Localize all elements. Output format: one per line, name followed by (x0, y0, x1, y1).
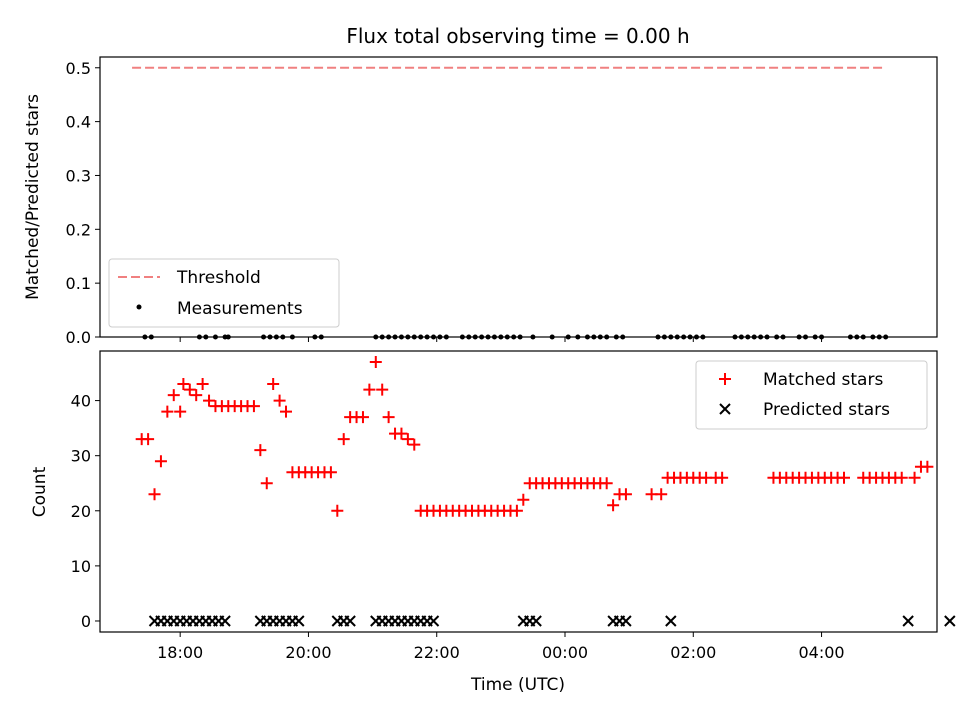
top-y-tick-label: 0.1 (66, 274, 91, 293)
matched-star-point (190, 389, 203, 402)
top-y-tick-label: 0.0 (66, 328, 91, 347)
matched-star-point (517, 493, 530, 506)
predicted-star-point (344, 615, 356, 627)
top-legend: Threshold Measurements (108, 258, 340, 328)
bottom-legend: Matched stars Predicted stars (695, 360, 928, 430)
matched-star-point (161, 405, 174, 418)
bottom-y-axis-label: Count (30, 466, 50, 517)
top-y-tick-label: 0.2 (66, 220, 91, 239)
matched-star-point (280, 405, 292, 418)
matched-star-point (369, 356, 382, 369)
matched-star-point (382, 411, 395, 424)
bottom-y-tick-label: 40 (71, 392, 91, 411)
legend-matched-label: Matched stars (763, 370, 883, 390)
matched-star-point (895, 471, 908, 484)
bottom-x-tick-label: 20:00 (285, 643, 331, 662)
bottom-axes-frame (99, 350, 938, 633)
matched-star-point (600, 477, 613, 490)
legend-predicted-swatch (719, 403, 731, 415)
matched-star-point (363, 383, 376, 396)
matched-star-point (908, 471, 921, 484)
matched-star-point (838, 471, 850, 484)
predicted-star-point (427, 615, 440, 627)
legend-matched-swatch (719, 373, 731, 385)
x-axis-label: Time (UTC) (470, 675, 565, 695)
predicted-star-point (620, 615, 632, 627)
matched-star-point (401, 433, 414, 446)
matched-star-point (177, 378, 190, 391)
bottom-x-tick-label: 00:00 (542, 643, 588, 662)
matched-star-point (254, 444, 267, 457)
matched-star-point (183, 383, 196, 396)
matched-star-point (921, 460, 934, 473)
matched-star-point (376, 383, 389, 396)
bottom-y-ticks: 0 10 20 30 40 (71, 392, 100, 631)
bottom-x-tick-label: 18:00 (157, 643, 203, 662)
matched-star-point (260, 477, 273, 490)
bottom-y-tick-label: 30 (71, 447, 91, 466)
matched-star-point (655, 488, 668, 501)
matched-star-point (716, 471, 729, 484)
matched-star-point (174, 405, 187, 418)
chart-title: Flux total observing time = 0.00 h (346, 24, 689, 48)
top-y-ticks: 0.0 0.1 0.2 0.3 0.4 0.5 (66, 59, 100, 347)
matched-stars-series (135, 356, 934, 517)
matched-star-point (196, 378, 209, 391)
matched-star-point (167, 389, 180, 402)
legend-measurements-label: Measurements (177, 299, 303, 319)
top-y-tick-label: 0.4 (66, 113, 91, 132)
predicted-star-point (530, 615, 542, 627)
matched-star-point (148, 488, 161, 501)
matched-star-point (510, 504, 523, 517)
matched-star-point (607, 499, 620, 512)
matched-star-point (154, 455, 167, 468)
top-y-axis-label: Matched/Predicted stars (23, 94, 43, 300)
matched-star-point (203, 394, 216, 407)
bottom-x-tick-label: 22:00 (414, 643, 460, 662)
top-legend-box (108, 258, 340, 328)
top-axes-frame (99, 56, 938, 338)
bottom-x-ticks: 18:00 20:00 22:00 00:00 02:00 04:00 (157, 632, 845, 662)
predicted-star-point (665, 615, 677, 627)
matched-star-point (273, 394, 286, 407)
predicted-star-point (219, 615, 231, 627)
matched-star-point (247, 400, 260, 413)
top-y-tick-label: 0.3 (66, 166, 91, 185)
bottom-x-tick-label: 02:00 (670, 643, 716, 662)
legend-predicted-label: Predicted stars (763, 400, 890, 420)
matched-star-point (356, 411, 369, 424)
legend-measurement-swatch (136, 304, 142, 310)
bottom-y-tick-label: 10 (71, 557, 91, 576)
bottom-legend-box (695, 360, 928, 430)
bottom-y-tick-label: 0 (81, 612, 91, 631)
matched-star-point (267, 378, 280, 391)
predicted-star-point (902, 615, 914, 627)
matched-star-point (324, 466, 337, 479)
bottom-axes: 0 10 20 30 40 18:00 20:00 22:00 00:00 02:00 04:00… (30, 350, 956, 695)
bottom-y-tick-label: 20 (71, 502, 91, 521)
bottom-x-tick-label: 04:00 (798, 643, 844, 662)
predicted-star-point (293, 615, 305, 627)
matched-star-point (395, 427, 408, 440)
matched-star-point (337, 433, 350, 446)
legend-threshold-label: Threshold (176, 268, 261, 288)
matched-star-point (619, 488, 632, 501)
predicted-stars-series (148, 615, 956, 627)
matched-star-point (408, 438, 421, 451)
top-axes: Flux total observing time = 0.00 h 0.00.… (23, 24, 938, 347)
top-y-tick-label: 0.5 (66, 59, 91, 78)
matched-star-point (142, 433, 155, 446)
predicted-star-point (944, 615, 956, 627)
matched-star-point (331, 504, 344, 517)
